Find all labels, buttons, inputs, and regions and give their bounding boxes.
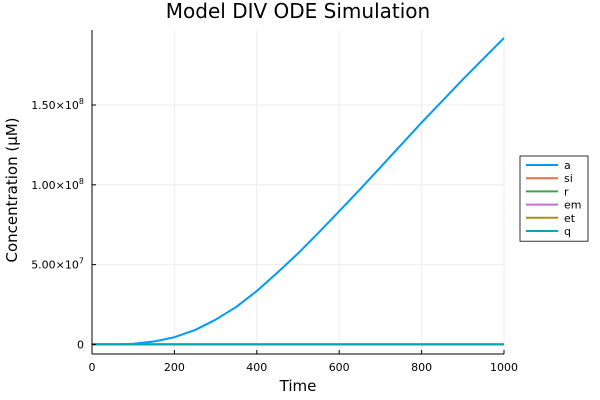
- legend-label-si: si: [564, 172, 573, 185]
- x-tick-label: 0: [89, 361, 96, 374]
- y-tick-label: 5.00×107: [31, 257, 84, 272]
- series-line-a: [92, 37, 505, 346]
- series-layer: [92, 37, 505, 346]
- x-tick-label: 400: [246, 361, 267, 374]
- x-tick-label: 200: [164, 361, 185, 374]
- chart-title: Model DIV ODE Simulation: [166, 0, 430, 23]
- legend-label-r: r: [564, 185, 569, 198]
- x-tick-label: 600: [329, 361, 350, 374]
- y-tick-labels: 0 5.00×107 1.00×108 1.50×108: [31, 97, 84, 351]
- y-tick-label: 1.50×108: [31, 97, 84, 112]
- axes: [91, 30, 505, 355]
- y-tick-label: 0: [77, 338, 84, 351]
- x-tick-label: 800: [411, 361, 432, 374]
- x-tick-label: 1000: [490, 361, 518, 374]
- legend-label-et: et: [564, 212, 576, 225]
- y-tick-label: 1.00×108: [31, 177, 84, 192]
- y-axis-title: Concentration (µM): [3, 117, 21, 262]
- legend-label-q: q: [564, 225, 571, 238]
- x-axis-title: Time: [279, 377, 317, 395]
- legend-label-a: a: [564, 159, 571, 172]
- legend-box: [519, 155, 589, 242]
- legend-label-em: em: [564, 199, 581, 212]
- x-tick-labels: 0 200 400 600 800 1000: [89, 361, 519, 374]
